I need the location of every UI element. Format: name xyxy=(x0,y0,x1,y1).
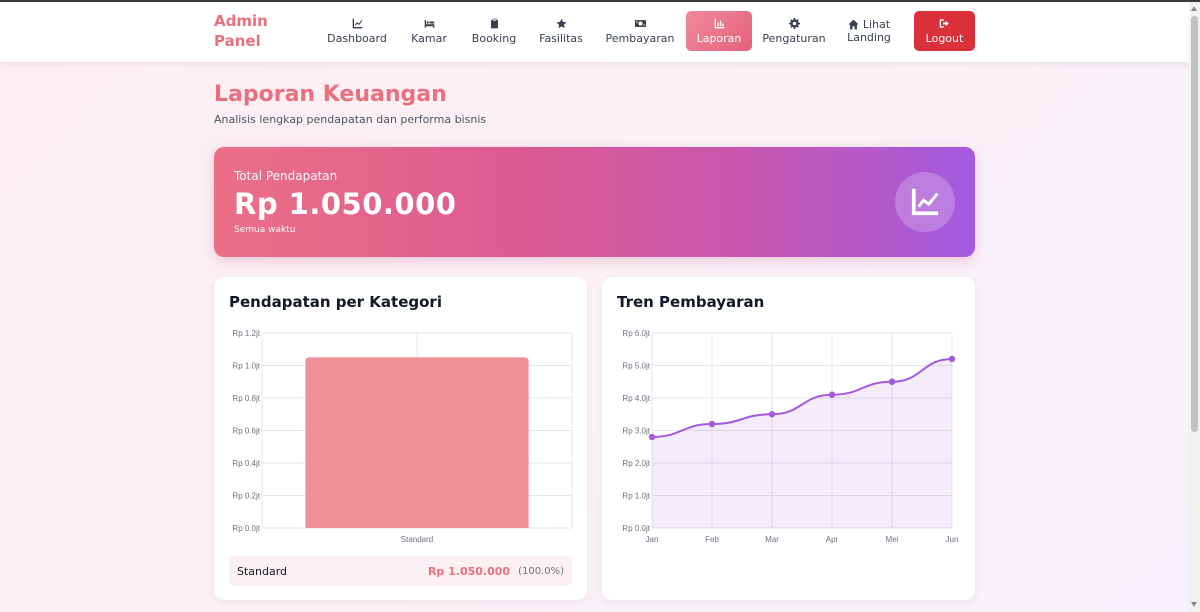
logout-label: Logout xyxy=(925,31,964,45)
data-point-jan xyxy=(648,433,656,441)
y-tick-label: Rp 4.0jt xyxy=(622,394,650,403)
total-revenue-note: Semua waktu xyxy=(234,225,296,235)
sign-out-icon xyxy=(939,18,949,28)
bed-icon xyxy=(424,19,434,28)
y-tick-label: Rp 2.0jt xyxy=(622,459,650,468)
home-icon xyxy=(848,19,859,30)
brand-line-2: Panel xyxy=(214,32,261,50)
page-subtitle: Analisis lengkap pendapatan dan performa… xyxy=(214,113,487,126)
nav-laporan-label: Laporan xyxy=(696,31,742,45)
logout-button[interactable]: Logout xyxy=(914,11,975,51)
chart-bar-icon xyxy=(714,18,724,28)
nav-landing-label-2: Landing xyxy=(847,31,891,44)
data-point-jun xyxy=(948,355,956,363)
money-bill-icon xyxy=(634,19,646,27)
scroll-thumb[interactable] xyxy=(1191,16,1198,432)
x-tick-label: Jan xyxy=(646,535,659,544)
star-icon xyxy=(556,18,566,28)
top-navbar: Admin Panel Dashboard Kamar Booking Fasi… xyxy=(0,2,1189,62)
data-point-feb xyxy=(708,420,716,428)
page-scrollbar[interactable] xyxy=(1189,2,1200,612)
series-line xyxy=(651,358,953,438)
nav-pembayaran-label: Pembayaran xyxy=(605,31,675,45)
gear-icon xyxy=(788,17,800,29)
category-revenue-card: Pendapatan per Kategori Rp 0.0jt Rp 0.2jt… xyxy=(214,277,587,600)
nav-booking[interactable]: Booking xyxy=(467,11,521,51)
total-revenue-label: Total Pendapatan xyxy=(234,169,338,183)
data-point-apr xyxy=(828,391,836,398)
total-revenue-value: Rp 1.050.000 xyxy=(234,187,457,221)
chart-line-icon xyxy=(352,18,362,28)
nav-kamar-label: Kamar xyxy=(411,31,447,45)
y-tick-label: Rp 1.2jt xyxy=(232,329,260,338)
nav-pembayaran[interactable]: Pembayaran xyxy=(602,11,678,51)
x-tick-label: Standard xyxy=(401,535,433,544)
brand-logo[interactable]: Admin Panel xyxy=(214,11,294,51)
data-point-mei xyxy=(888,378,896,385)
payment-trend-card: Tren Pembayaran Rp 0.0jt Rp 1.0jt Rp 2.0jt… xyxy=(602,277,975,600)
category-bar-chart: Rp 0.0jt Rp 0.2jt Rp 0.4jt Rp 0.6jt Rp 0.8jt… xyxy=(232,329,573,544)
total-revenue-card: Total Pendapatan Rp 1.050.000 Semua wakt… xyxy=(214,147,975,257)
x-tick-label: Mei xyxy=(886,535,899,544)
nav-landing-label-1: Lihat xyxy=(862,18,891,31)
y-tick-label: Rp 3.0jt xyxy=(622,427,650,436)
category-summary-row: Standard Rp 1.050.000 (100.0%) xyxy=(229,556,572,586)
nav-kamar[interactable]: Kamar xyxy=(405,11,453,51)
bar-standard xyxy=(305,357,529,528)
nav-dashboard-label: Dashboard xyxy=(327,31,387,45)
y-tick-label: Rp 1.0jt xyxy=(232,362,260,371)
trend-card-title: Tren Pembayaran xyxy=(617,293,765,311)
series-area xyxy=(652,359,952,528)
nav-fasilitas-label: Fasilitas xyxy=(539,31,583,45)
x-tick-label: Feb xyxy=(705,535,719,544)
clipboard-icon xyxy=(490,18,498,28)
nav-laporan[interactable]: Laporan xyxy=(686,11,752,51)
y-tick-label: Rp 0.2jt xyxy=(232,492,260,501)
scroll-up-arrow-icon[interactable] xyxy=(1191,6,1197,11)
brand-line-1: Admin xyxy=(214,12,268,30)
nav-dashboard[interactable]: Dashboard xyxy=(322,11,392,51)
y-tick-label: Rp 5.0jt xyxy=(622,362,650,371)
y-tick-label: Rp 0.4jt xyxy=(232,459,260,468)
y-tick-label: Rp 6.0jt xyxy=(622,329,650,338)
payment-trend-chart: Rp 0.0jt Rp 1.0jt Rp 2.0jt Rp 3.0jt Rp 4.0jt… xyxy=(622,329,959,544)
y-tick-label: Rp 0.0jt xyxy=(622,524,650,533)
nav-fasilitas[interactable]: Fasilitas xyxy=(534,11,588,51)
scroll-down-arrow-icon[interactable] xyxy=(1191,602,1197,607)
x-tick-label: Jun xyxy=(946,535,959,544)
nav-lihat-landing[interactable]: Lihat Landing xyxy=(840,11,898,51)
y-tick-label: Rp 0.0jt xyxy=(232,524,260,533)
category-percent: (100.0%) xyxy=(518,565,564,577)
nav-pengaturan-label: Pengaturan xyxy=(762,31,826,45)
category-name: Standard xyxy=(237,564,288,578)
x-tick-label: Apr xyxy=(826,535,839,544)
y-tick-label: Rp 0.8jt xyxy=(232,394,260,403)
data-point-mar xyxy=(768,411,776,418)
x-tick-label: Mar xyxy=(765,535,779,544)
y-tick-label: Rp 0.6jt xyxy=(232,427,260,436)
y-tick-label: Rp 1.0jt xyxy=(622,492,650,501)
window-top-border xyxy=(0,0,1200,2)
chart-line-icon xyxy=(895,172,955,232)
category-card-title: Pendapatan per Kategori xyxy=(229,293,442,311)
nav-booking-label: Booking xyxy=(471,31,517,45)
nav-pengaturan[interactable]: Pengaturan xyxy=(760,11,828,51)
category-value: Rp 1.050.000 xyxy=(427,564,511,578)
page-title: Laporan Keuangan xyxy=(214,82,447,107)
